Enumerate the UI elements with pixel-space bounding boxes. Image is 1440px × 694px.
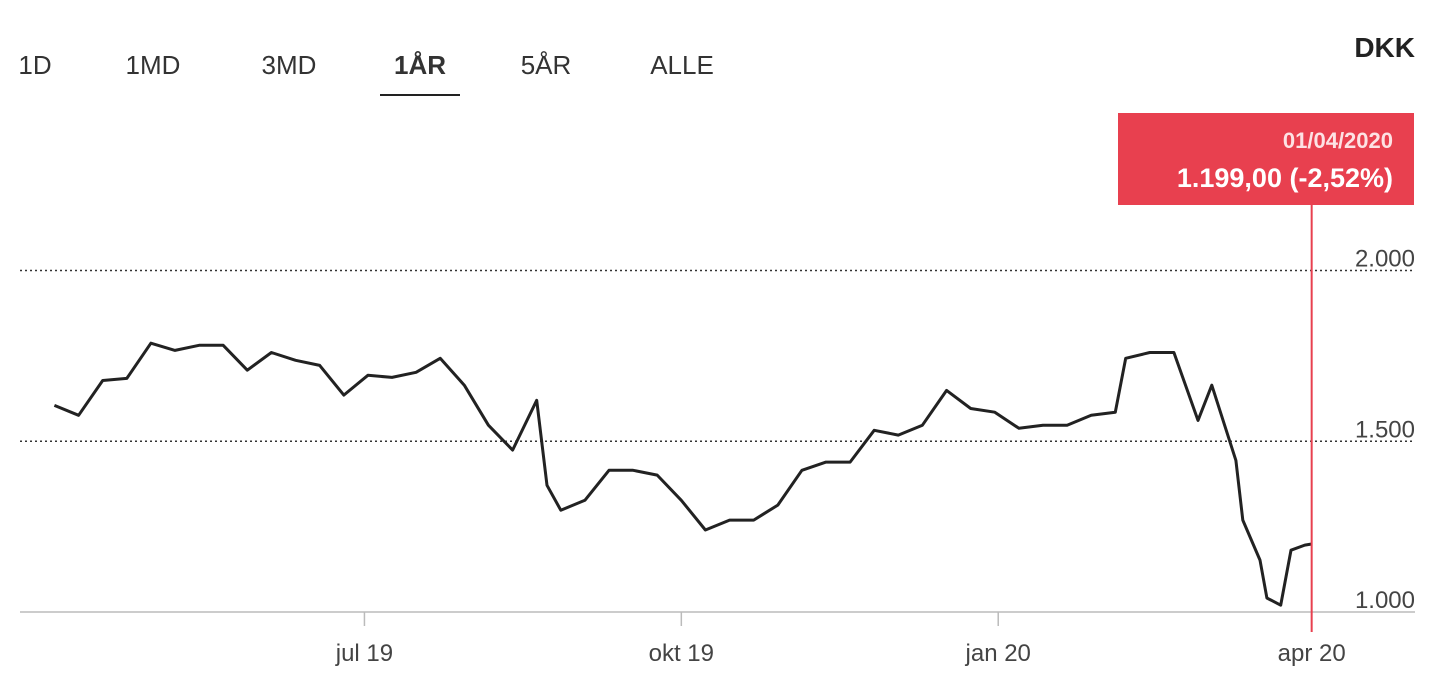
tooltip-box — [1118, 113, 1414, 205]
tooltip-value: 1.199,00 (-2,52%) — [1177, 163, 1393, 193]
range-tab[interactable]: 1MD — [126, 50, 181, 80]
x-tick-label: apr 20 — [1278, 640, 1346, 667]
x-tick-label: jan 20 — [965, 640, 1031, 667]
range-tab[interactable]: 1D — [18, 50, 51, 80]
x-tick-label: okt 19 — [649, 640, 714, 667]
currency: DKK — [1354, 32, 1415, 63]
range-tab[interactable]: 5ÅR — [521, 50, 572, 80]
range-tab[interactable]: 3MD — [262, 50, 317, 80]
tooltip-date: 01/04/2020 — [1283, 128, 1393, 153]
range-tab[interactable]: ALLE — [650, 50, 714, 80]
y-tick-label: 1.500 — [1355, 416, 1415, 443]
y-tick-label: 1.000 — [1355, 587, 1415, 614]
price-line — [53, 341, 1312, 607]
x-tick-label: jul 19 — [335, 640, 393, 667]
y-tick-label: 2.000 — [1355, 246, 1415, 273]
range-tab[interactable]: 1ÅR — [394, 50, 446, 80]
